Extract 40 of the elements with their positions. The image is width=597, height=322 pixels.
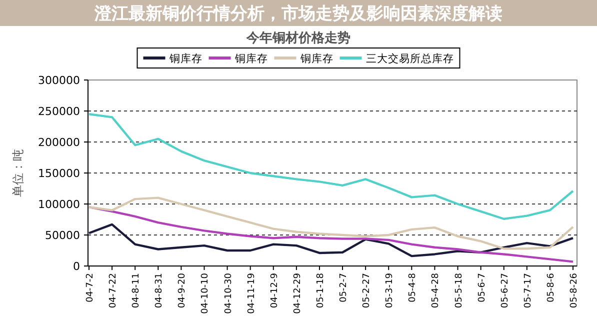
y-tick-label: 100000 [38, 198, 80, 211]
line-series [88, 196, 574, 250]
x-tick-label: 05-8-6 [546, 272, 556, 302]
x-tick-label: 04-9-20 [178, 272, 188, 308]
x-tick-label: 05-5-18 [454, 272, 464, 308]
x-tick-label: 04-8-31 [154, 273, 165, 308]
x-tick-label: 05-2-27 [362, 273, 372, 308]
x-tick-label: 04-12-29 [292, 272, 303, 314]
x-tick-label: 04-8-11 [132, 273, 142, 308]
line-series [88, 223, 574, 258]
x-tick-label: 05-4-28 [431, 272, 442, 308]
chart-subtitle: 今年铜材价格走势 [246, 30, 350, 46]
x-tick-label: 05-8-26 [570, 272, 580, 308]
y-tick-label: 250000 [38, 105, 80, 118]
y-tick-label: 0 [73, 260, 80, 273]
legend-label: 铜库存 [299, 52, 334, 65]
x-tick-label: 05-6-27 [500, 273, 510, 308]
x-tick-label: 04-10-30 [224, 272, 234, 314]
x-tick-label: 05-1-18 [316, 272, 326, 308]
x-tick-label: 04-7-2 [86, 273, 96, 302]
y-tick-label: 150000 [38, 167, 80, 180]
line-series [88, 206, 574, 263]
x-tick-label: 04-10-10 [200, 272, 211, 314]
y-tick-label: 300000 [38, 74, 80, 87]
x-tick-label: 04-7-22 [108, 273, 119, 308]
line-series [88, 113, 574, 220]
x-tick-label: 05-7-17 [523, 273, 534, 308]
legend-label: 三大交易所总库存 [366, 52, 454, 65]
x-tick-label: 05-4-8 [408, 272, 418, 302]
legend-label: 铜库存 [168, 52, 202, 65]
chart-title: 澄江最新铜价行情分析，市场走势及影响因素深度解读 [94, 4, 502, 24]
y-axis-title: 单位：吨 [11, 149, 25, 197]
x-tick-label: 04-12-9 [270, 272, 280, 308]
x-tick-label: 05-6-7 [477, 273, 488, 302]
x-tick-label: 05-3-19 [385, 272, 396, 308]
y-tick-label: 200000 [38, 136, 80, 149]
x-tick-label: 05-2-7 [339, 273, 350, 302]
legend-label: 铜库存 [234, 52, 268, 65]
x-tick-label: 04-11-19 [246, 272, 257, 314]
y-tick-label: 50000 [45, 229, 80, 242]
